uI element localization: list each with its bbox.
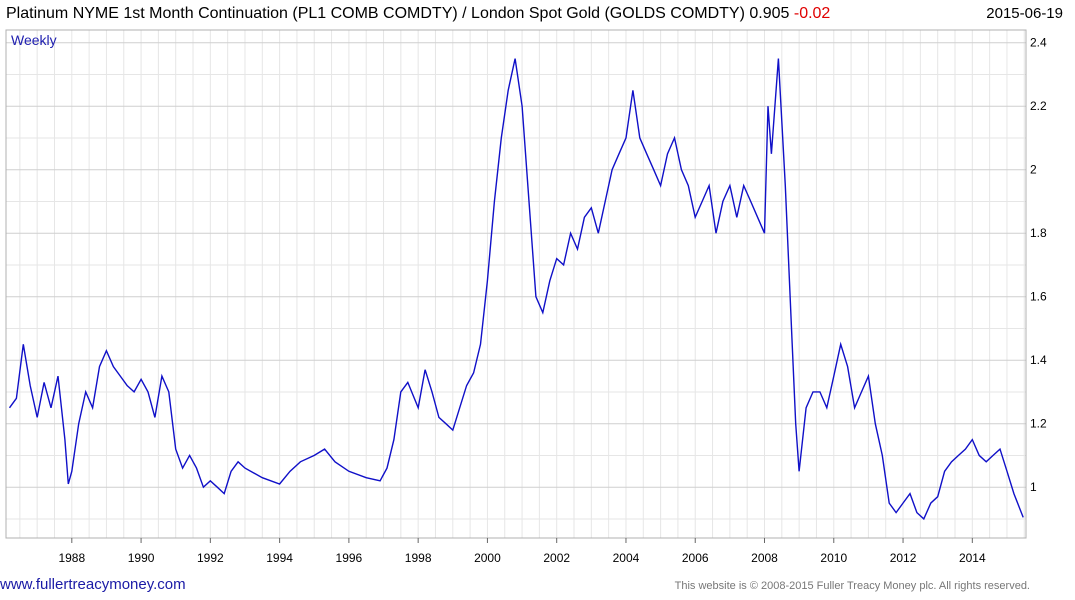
chart-date: 2015-06-19 — [986, 5, 1063, 22]
y-axis: 1 1.2 1.4 1.6 1.8 2 2.2 2.4 — [1030, 36, 1047, 495]
x-tick-label: 2006 — [682, 551, 709, 565]
x-tick-label: 2004 — [613, 551, 640, 565]
plot-frame — [5, 29, 1027, 539]
x-tick-label: 1998 — [405, 551, 432, 565]
x-tick-label: 1994 — [266, 551, 293, 565]
x-tick-label: 1992 — [197, 551, 224, 565]
series-line — [8, 58, 1024, 521]
x-tick-label: 2014 — [959, 551, 986, 565]
copyright-text: This website is © 2008-2015 Fuller Treac… — [674, 580, 1030, 592]
x-tick-label: 2012 — [890, 551, 917, 565]
x-tick-label: 1988 — [58, 551, 85, 565]
x-tick-label: 2002 — [543, 551, 570, 565]
title-main: Platinum NYME 1st Month Continuation (PL… — [6, 5, 790, 22]
x-tick-label: 2008 — [751, 551, 778, 565]
x-tick-label: 1996 — [336, 551, 363, 565]
chart-title: Platinum NYME 1st Month Continuation (PL… — [6, 5, 830, 23]
grid — [6, 30, 1026, 538]
y-tick-label: 1.8 — [1030, 226, 1047, 240]
y-tick-label: 1.4 — [1030, 353, 1047, 367]
x-tick-label: 2000 — [474, 551, 501, 565]
x-tick-label: 2010 — [820, 551, 847, 565]
y-tick-label: 2.2 — [1030, 99, 1047, 113]
frequency-label: Weekly — [11, 32, 57, 48]
x-tick-label: 1990 — [128, 551, 155, 565]
y-tick-label: 1.2 — [1030, 417, 1047, 431]
y-tick-label: 1 — [1030, 480, 1037, 494]
y-tick-label: 2 — [1030, 163, 1037, 177]
site-url[interactable]: www.fullertreacymoney.com — [0, 576, 186, 593]
y-tick-label: 2.4 — [1030, 36, 1047, 50]
y-tick-label: 1.6 — [1030, 290, 1047, 304]
title-change: -0.02 — [793, 5, 831, 22]
x-axis: 1988 1990 1992 1994 1996 1998 2000 2002 2004 2006… — [58, 538, 986, 565]
